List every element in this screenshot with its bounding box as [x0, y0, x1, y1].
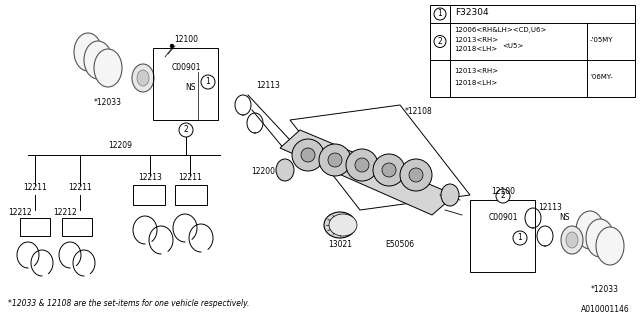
Text: 12013<RH>: 12013<RH> [454, 37, 498, 43]
Bar [62, 218, 92, 236]
Text: NS: NS [185, 84, 195, 92]
Circle shape [434, 36, 446, 47]
Circle shape [373, 154, 405, 186]
Ellipse shape [84, 41, 112, 79]
Text: A010001146: A010001146 [581, 305, 630, 314]
Text: F32304: F32304 [455, 8, 488, 17]
Circle shape [355, 158, 369, 172]
Ellipse shape [586, 219, 614, 257]
Circle shape [301, 148, 315, 162]
Circle shape [328, 153, 342, 167]
Text: C00901: C00901 [488, 213, 518, 222]
Text: 12212: 12212 [53, 208, 77, 217]
Ellipse shape [441, 184, 459, 206]
Text: *12033 & 12108 are the set-items for one vehicle respectively.: *12033 & 12108 are the set-items for one… [8, 299, 250, 308]
Text: 12113: 12113 [538, 204, 562, 212]
Text: 12018<LH>: 12018<LH> [454, 80, 497, 86]
Text: NS: NS [560, 213, 570, 222]
Text: 13021: 13021 [328, 240, 352, 249]
Ellipse shape [94, 49, 122, 87]
Ellipse shape [576, 211, 604, 249]
Circle shape [409, 168, 423, 182]
Polygon shape [280, 130, 455, 215]
Ellipse shape [566, 232, 578, 248]
Text: 12018<LH>: 12018<LH> [454, 46, 497, 52]
Text: *12108: *12108 [405, 108, 433, 116]
Circle shape [346, 149, 378, 181]
Text: 12213: 12213 [138, 173, 162, 182]
Text: 1: 1 [518, 234, 522, 243]
Ellipse shape [324, 212, 356, 238]
Ellipse shape [276, 159, 294, 181]
Text: 12209: 12209 [108, 141, 132, 150]
Circle shape [292, 139, 324, 171]
Circle shape [170, 44, 174, 48]
Ellipse shape [137, 70, 149, 86]
Text: 2: 2 [438, 37, 442, 46]
Text: *12033: *12033 [591, 285, 619, 294]
Text: 12013<RH>: 12013<RH> [454, 68, 498, 74]
Circle shape [382, 163, 396, 177]
Text: 12200: 12200 [251, 167, 275, 177]
Bar [470, 200, 535, 272]
Circle shape [319, 144, 351, 176]
Text: 1: 1 [438, 10, 442, 19]
Circle shape [179, 123, 193, 137]
Text: 12211: 12211 [178, 173, 202, 182]
Bar [20, 218, 50, 236]
Text: 1: 1 [205, 77, 211, 86]
Text: C00901: C00901 [172, 63, 201, 73]
Text: '06MY-: '06MY- [590, 74, 612, 80]
Circle shape [400, 159, 432, 191]
Circle shape [496, 189, 510, 203]
Text: 2: 2 [184, 125, 188, 134]
Text: 12100: 12100 [174, 35, 198, 44]
Text: 2: 2 [500, 191, 506, 201]
Bar [153, 48, 218, 120]
Circle shape [201, 75, 215, 89]
Ellipse shape [74, 33, 102, 71]
Circle shape [513, 231, 527, 245]
Ellipse shape [561, 226, 583, 254]
Ellipse shape [329, 214, 357, 236]
Text: 12113: 12113 [256, 81, 280, 90]
Circle shape [434, 8, 446, 20]
Ellipse shape [596, 227, 624, 265]
Text: *12033: *12033 [94, 98, 122, 107]
Text: 12212: 12212 [8, 208, 32, 217]
Text: 12006<RH&LH><CD,U6>: 12006<RH&LH><CD,U6> [454, 27, 547, 33]
Text: -'05MY: -'05MY [590, 37, 614, 43]
Text: E50506: E50506 [385, 240, 414, 249]
Text: 12100: 12100 [491, 187, 515, 196]
Text: <U5>: <U5> [502, 43, 524, 49]
Bar [175, 185, 207, 205]
Bar [133, 185, 165, 205]
Text: 12211: 12211 [23, 183, 47, 192]
Text: 12211: 12211 [68, 183, 92, 192]
Bar [430, 5, 635, 97]
Ellipse shape [132, 64, 154, 92]
